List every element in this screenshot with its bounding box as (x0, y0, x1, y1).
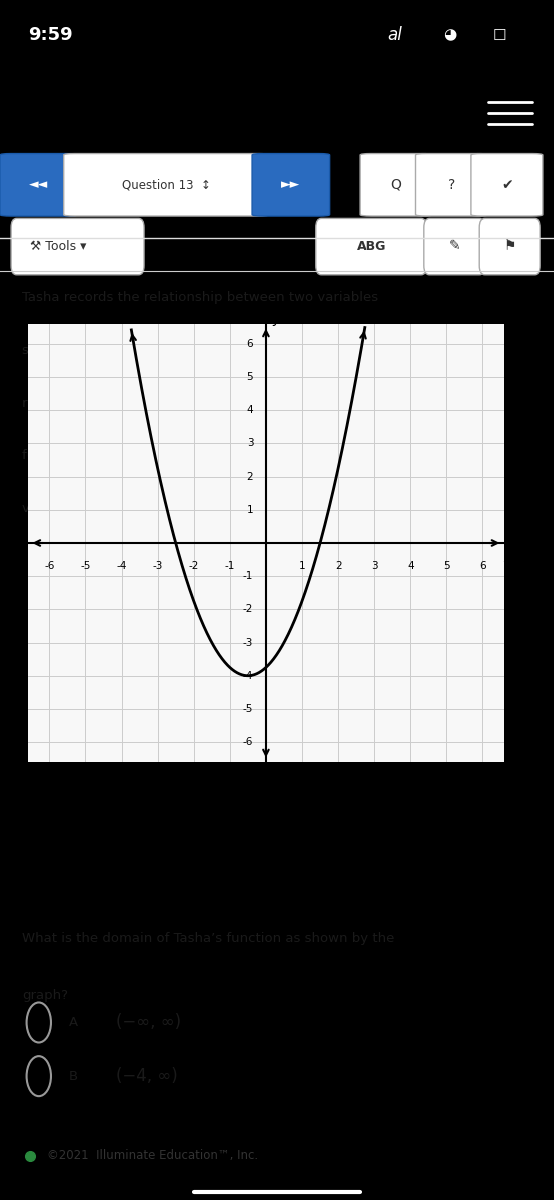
Text: -1: -1 (224, 562, 235, 571)
Text: Tasha records the relationship between two variables: Tasha records the relationship between t… (22, 292, 378, 304)
Text: repetitions, she plots the data and finds a quadratic: repetitions, she plots the data and find… (22, 397, 370, 409)
Text: ABG: ABG (356, 240, 386, 253)
Text: What is the domain of Tasha’s function as shown by the: What is the domain of Tasha’s function a… (22, 932, 394, 946)
FancyBboxPatch shape (11, 218, 144, 275)
Text: (−∞, ∞): (−∞, ∞) (116, 1014, 182, 1032)
Text: al: al (388, 26, 403, 44)
FancyBboxPatch shape (0, 154, 78, 216)
Text: -3: -3 (243, 637, 253, 648)
FancyBboxPatch shape (360, 154, 432, 216)
Text: ☐: ☐ (493, 28, 507, 42)
Text: 5: 5 (443, 562, 450, 571)
Text: Q: Q (391, 178, 402, 192)
Text: -4: -4 (116, 562, 127, 571)
FancyBboxPatch shape (471, 154, 543, 216)
Text: -2: -2 (243, 605, 253, 614)
Text: x: x (504, 551, 512, 565)
Text: ►►: ►► (281, 179, 300, 191)
Text: ✎: ✎ (449, 240, 460, 253)
Text: 6: 6 (479, 562, 486, 571)
Text: Question 13  ↕: Question 13 ↕ (122, 179, 211, 191)
Text: -2: -2 (188, 562, 199, 571)
Text: 4: 4 (407, 562, 414, 571)
Text: 4: 4 (247, 406, 253, 415)
Text: -4: -4 (243, 671, 253, 680)
Text: 1: 1 (299, 562, 305, 571)
Text: ?: ? (448, 178, 455, 192)
Text: -5: -5 (243, 704, 253, 714)
Text: 6: 6 (247, 338, 253, 349)
Text: 1: 1 (247, 505, 253, 515)
Text: 2: 2 (335, 562, 341, 571)
Text: -5: -5 (80, 562, 91, 571)
FancyBboxPatch shape (479, 218, 540, 275)
FancyBboxPatch shape (252, 154, 330, 216)
Text: B: B (69, 1069, 78, 1082)
Text: (−4, ∞): (−4, ∞) (116, 1067, 178, 1085)
Text: 9:59: 9:59 (28, 26, 73, 44)
Text: variables. Look at the graph of her quadratic function.: variables. Look at the graph of her quad… (22, 502, 384, 515)
FancyBboxPatch shape (416, 154, 488, 216)
Text: ⚒ Tools ▾: ⚒ Tools ▾ (30, 240, 87, 253)
Text: function to model the association between the two: function to model the association betwee… (22, 450, 362, 462)
Text: 3: 3 (371, 562, 377, 571)
Text: ⚑: ⚑ (504, 240, 516, 253)
FancyBboxPatch shape (316, 218, 427, 275)
FancyBboxPatch shape (64, 154, 269, 216)
Text: A: A (69, 1016, 78, 1028)
Text: 3: 3 (247, 438, 253, 449)
Text: 5: 5 (247, 372, 253, 382)
Text: -3: -3 (152, 562, 163, 571)
Text: -1: -1 (243, 571, 253, 581)
Text: she is studying in chemistry lab. After several: she is studying in chemistry lab. After … (22, 344, 327, 356)
Text: ◄◄: ◄◄ (29, 179, 48, 191)
Text: 2: 2 (247, 472, 253, 481)
Text: ©2021  Illuminate Education™, Inc.: ©2021 Illuminate Education™, Inc. (47, 1150, 258, 1162)
Text: y: y (273, 312, 281, 326)
FancyBboxPatch shape (424, 218, 485, 275)
Text: ◕: ◕ (443, 28, 456, 42)
Text: ✔: ✔ (501, 178, 512, 192)
Text: graph?: graph? (22, 989, 68, 1002)
Text: -6: -6 (44, 562, 54, 571)
Text: -6: -6 (243, 737, 253, 748)
